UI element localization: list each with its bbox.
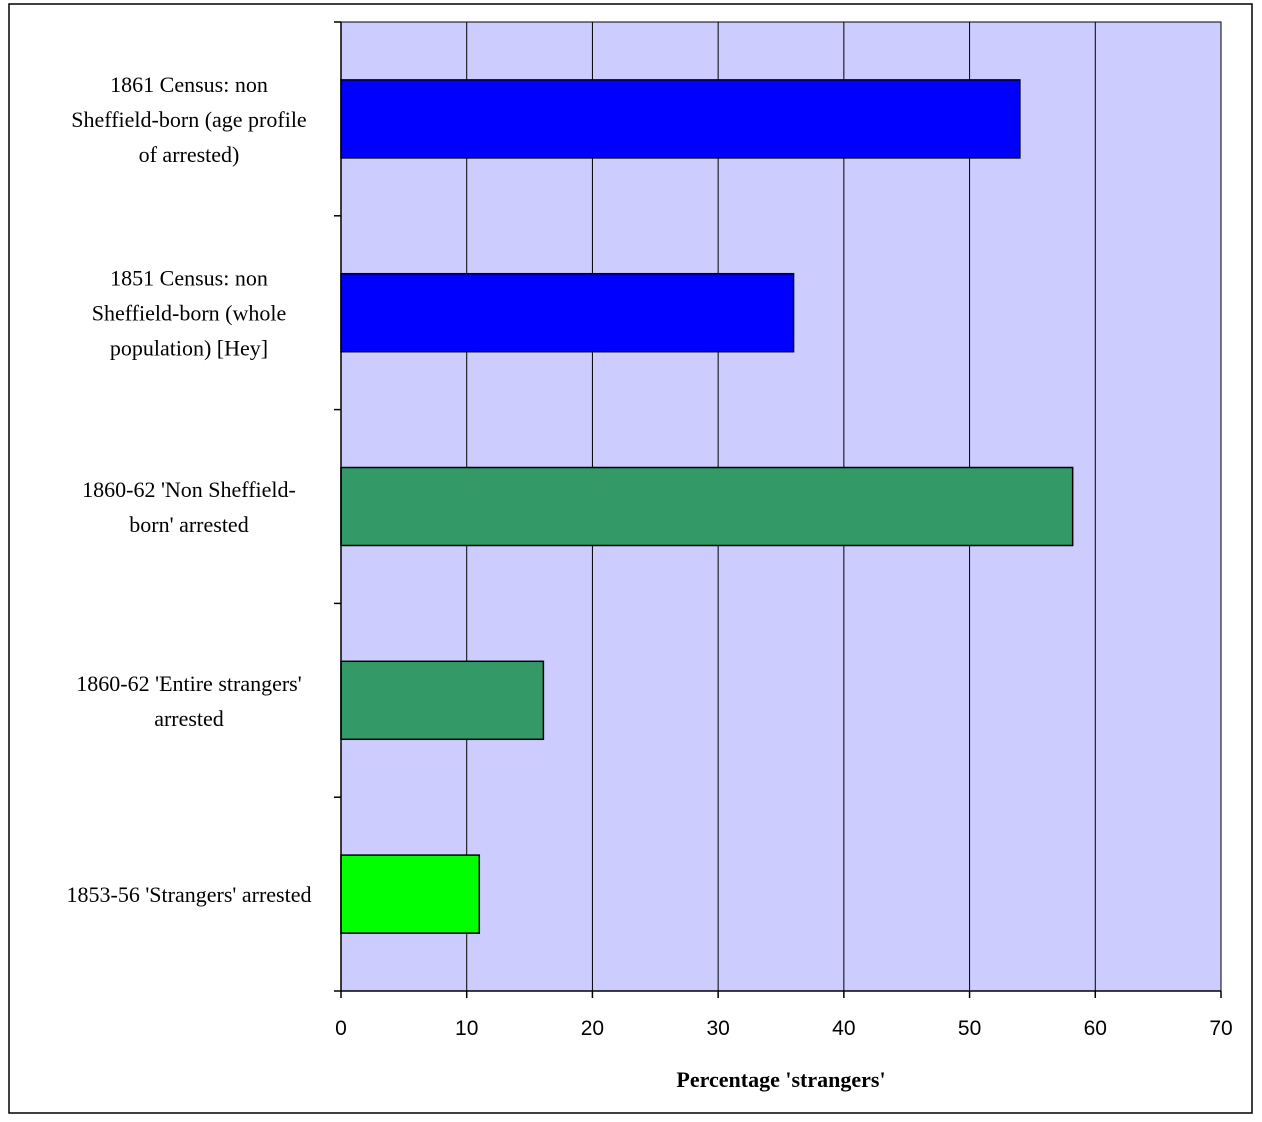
x-tick-label: 60 — [1084, 1017, 1107, 1040]
bar — [340, 854, 481, 934]
bars — [340, 79, 1074, 934]
x-tick-label: 30 — [706, 1017, 729, 1040]
axes — [334, 21, 1222, 998]
x-tick-label: 10 — [455, 1017, 478, 1040]
bar — [340, 466, 1074, 547]
bar — [340, 660, 545, 741]
bar — [340, 272, 795, 353]
category-label: 1860-62 'Entire strangers' arrested — [76, 671, 301, 731]
category-label: 1851 Census: non Sheffield-born (whole pop… — [92, 266, 287, 361]
category-labels: 1861 Census: non Sheffield-born (age prof… — [67, 72, 312, 907]
category-label: 1853-56 'Strangers' arrested — [67, 882, 312, 907]
bar — [340, 79, 1021, 159]
x-tick-label: 20 — [581, 1017, 604, 1040]
category-label: 1861 Census: non Sheffield-born (age prof… — [71, 72, 306, 167]
x-tick-label: 70 — [1209, 1017, 1232, 1040]
x-tick-label: 50 — [958, 1017, 981, 1040]
x-axis-title: Percentage 'strangers' — [676, 1067, 885, 1092]
category-label: 1860-62 'Non Sheffield-born' arrested — [82, 477, 296, 537]
x-tick-label: 40 — [832, 1017, 855, 1040]
x-tick-label: 0 — [335, 1017, 347, 1040]
x-tick-labels: 0 10 20 30 40 50 60 70 — [335, 1017, 1233, 1040]
